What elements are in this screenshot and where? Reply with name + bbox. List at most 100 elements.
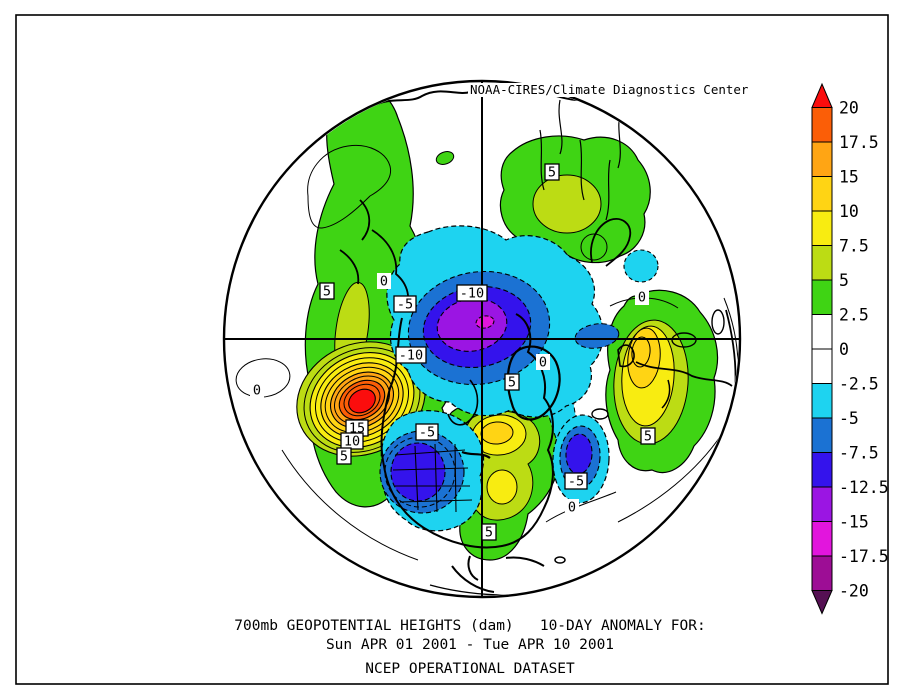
coastline-north-america — [380, 313, 554, 549]
colorbar-tick-label: 15 — [839, 168, 859, 187]
colorbar-segment — [811, 521, 833, 557]
colorbar-tick-label: 20 — [839, 99, 859, 118]
colorbar-segment — [811, 348, 833, 384]
contour-label-box — [564, 472, 588, 490]
contour-label-text: -10 — [460, 286, 484, 302]
contour-label-box — [319, 282, 335, 300]
colorbar-tick-label: 0 — [839, 340, 849, 359]
colorbar-tick-label: -12.5 — [839, 478, 889, 497]
colorbar-tick-label: -15 — [839, 513, 869, 532]
colorbar-tick-label: -2.5 — [839, 375, 879, 394]
coastline-italy — [661, 379, 671, 409]
contour-label-box — [340, 432, 364, 450]
contour-label-text: -5 — [397, 297, 413, 313]
contour-label-text: 5 — [323, 284, 331, 300]
colorbar-segment — [811, 107, 833, 143]
zero-contour-sw — [281, 449, 419, 561]
contour-label-bg — [377, 273, 391, 289]
coastline-mediterranean — [635, 361, 733, 387]
colorbar-segment — [811, 383, 833, 419]
bullseye-contour — [334, 375, 390, 425]
scandinavia-green-patch — [580, 233, 608, 261]
colorbar-segment — [811, 245, 833, 281]
colorbar-tick-label: -5 — [839, 409, 859, 428]
contour-label-text: 5 — [548, 165, 556, 181]
page-border — [15, 14, 889, 685]
contour-label-box — [544, 163, 560, 181]
contour-label-box — [504, 373, 520, 391]
colorbar-segment — [811, 279, 833, 315]
contour-label-text: 5 — [508, 375, 516, 391]
contour-label-box — [456, 284, 488, 302]
colorbar-segment — [811, 141, 833, 177]
coastline-caribbean — [451, 555, 545, 593]
contour-label-text: -5 — [568, 474, 584, 490]
contour-label-text: 0 — [380, 274, 388, 290]
coastlines — [299, 89, 737, 596]
ne-europe-cyan-spot — [623, 249, 659, 283]
credit-title: NOAA-CIRES/Climate Diagnostics Center — [468, 82, 751, 97]
colorbar-segment — [811, 176, 833, 212]
colorbar-tick-label: -17.5 — [839, 547, 889, 566]
east-na-lower-yellow — [486, 469, 518, 505]
contour-label-box — [393, 295, 417, 313]
contour-label-bg — [565, 499, 579, 515]
contour-label-box — [481, 523, 497, 541]
zero-contour-se — [617, 433, 723, 523]
colorbar-tick-label: 10 — [839, 202, 859, 221]
colorbar-tick-label: -20 — [839, 582, 869, 601]
contour-label-text: 5 — [485, 525, 493, 541]
arctic-blue-lobe — [574, 323, 620, 349]
bullseye-contour — [324, 366, 400, 434]
small-green-patch — [435, 151, 455, 165]
coastline-caspian — [711, 309, 725, 335]
coastline-siberia-rivers — [539, 99, 621, 221]
caption-dataset: NCEP OPERATIONAL DATASET — [365, 661, 575, 677]
coastline-hudson-bay — [447, 379, 479, 426]
colorbar-segment — [811, 452, 833, 488]
colorbar-tick-label: -7.5 — [839, 444, 879, 463]
colorbar-segment — [811, 555, 833, 591]
coastline-great-lakes — [461, 450, 491, 459]
europe-inner-contour — [631, 336, 651, 368]
contour-label-text: 5 — [340, 449, 348, 465]
contour-label-text: -10 — [399, 348, 423, 364]
contour-label-box — [395, 346, 427, 364]
contour-label-bg — [536, 354, 550, 370]
map-boundary-circle — [222, 79, 742, 599]
us-state-borders — [392, 443, 473, 513]
caption-variable-line: 700mb GEOPOTENTIAL HEIGHTS (dam) 10-DAY … — [234, 618, 706, 634]
contour-label-text: 0 — [568, 500, 576, 516]
zero-contour-atlantic — [545, 491, 617, 523]
bullseye-core-20 — [348, 388, 376, 414]
contour-label-box — [415, 423, 439, 441]
zero-contour-loop-west — [235, 358, 291, 398]
coastline-hispaniola — [554, 556, 566, 564]
coastline-scandinavia — [590, 218, 632, 267]
siberia-core — [532, 174, 602, 234]
colorbar-tick-label: 2.5 — [839, 306, 869, 325]
colorbar-arrow-bottom — [811, 590, 833, 615]
map-contents — [235, 82, 739, 596]
contour-label-text: 10 — [344, 434, 360, 450]
contour-label-text: 0 — [638, 290, 646, 306]
bullseye-contour — [343, 383, 381, 417]
contour-label-text: -5 — [419, 425, 435, 441]
contour-label-box — [336, 447, 352, 465]
arctic-core-15 — [475, 315, 495, 329]
colorbar: 20 17.5 15 10 7.5 5 2.5 0 -2.5 -5 -7.5 -12.5 -15 -17.… — [811, 82, 889, 615]
colorbar-segment — [811, 486, 833, 522]
europe-core-10 — [627, 327, 661, 389]
contour-label-bg — [635, 289, 649, 305]
colorbar-tick-label: 7.5 — [839, 237, 869, 256]
coastline-britain — [617, 344, 635, 368]
contour-label-text: 0 — [539, 355, 547, 371]
colorbar-segment — [811, 314, 833, 350]
contour-label-bg — [250, 382, 264, 398]
colorbar-tick-label: 5 — [839, 271, 849, 290]
colorbar-arrow-top — [811, 82, 833, 108]
zero-contour-loop-nw — [307, 144, 392, 229]
